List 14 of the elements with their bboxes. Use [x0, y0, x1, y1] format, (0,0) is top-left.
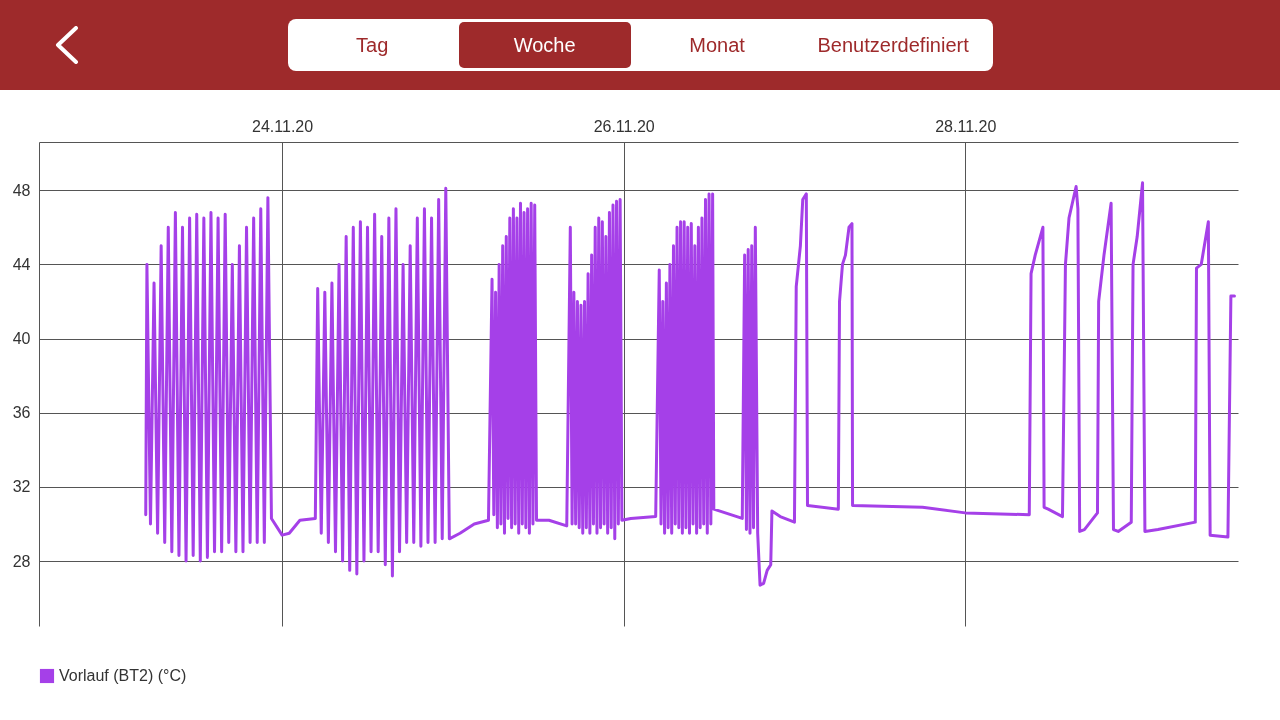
y-tick-label: 44	[12, 255, 31, 273]
y-tick-label: 48	[12, 181, 31, 199]
text: Monat	[688, 33, 746, 58]
legend-label: Vorlauf (BT2) (°C)	[59, 667, 187, 684]
y-tick-label: 40	[12, 330, 31, 348]
text: Tag	[355, 33, 390, 58]
y-tick-label: 28	[12, 552, 31, 570]
x-tick-label: 28.11.20	[935, 117, 997, 135]
text: Benutzerdefiniert	[816, 33, 970, 58]
x-tick-label: 26.11.20	[593, 117, 655, 135]
x-tick-label: 24.11.20	[252, 117, 314, 135]
y-tick-label: 32	[12, 478, 31, 496]
text: Woche	[458, 22, 631, 68]
y-tick-label: 36	[12, 404, 31, 422]
